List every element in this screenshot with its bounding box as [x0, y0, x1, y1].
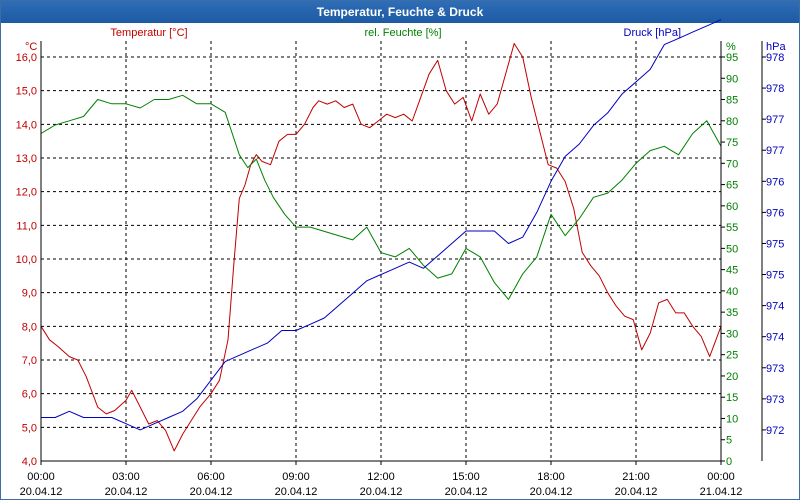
humidity-tick-label: 25 [726, 350, 738, 362]
temp-tick-label: 4,0 [22, 456, 37, 468]
grid-lines [41, 41, 721, 461]
axes [40, 41, 766, 465]
x-tick-date: 20.04.12 [360, 486, 403, 498]
x-tick-date: 20.04.12 [445, 486, 488, 498]
temp-tick-label: 8,0 [22, 321, 37, 333]
humidity-tick-label: 75 [726, 137, 738, 149]
humidity-tick-label: 55 [726, 222, 738, 234]
x-tick-time: 06:00 [197, 471, 225, 483]
pressure-tick-label: 978 [766, 83, 784, 95]
humidity-tick-label: 0 [726, 456, 732, 468]
series-line-pressure [41, 19, 722, 431]
chart-title: Temperatur, Feuchte & Druck [1, 1, 799, 23]
temp-tick-label: 14,0 [16, 119, 37, 131]
pressure-tick-label: 972 [766, 425, 784, 437]
series-line-temperature [40, 43, 722, 452]
x-tick-time: 18:00 [537, 471, 565, 483]
pressure-tick-label: 976 [766, 176, 784, 188]
humidity-tick-label: 20 [726, 371, 738, 383]
temp-tick-label: 6,0 [22, 389, 37, 401]
humidity-tick-label: 65 [726, 180, 738, 192]
pressure-unit: hPa [766, 41, 786, 53]
x-tick-time: 00:00 [27, 471, 55, 483]
humidity-tick-label: 90 [726, 73, 738, 85]
temp-tick-label: 16,0 [16, 52, 37, 64]
x-tick-date: 20.04.12 [20, 486, 63, 498]
x-tick-date: 20.04.12 [105, 486, 148, 498]
temperature-unit: °C [25, 41, 37, 53]
pressure-tick-label: 973 [766, 394, 784, 406]
series-line-humidity [40, 94, 722, 300]
temp-tick-label: 15,0 [16, 86, 37, 98]
humidity-tick-label: 40 [726, 286, 738, 298]
x-tick-time: 03:00 [112, 471, 140, 483]
temp-tick-label: 11,0 [16, 220, 37, 232]
pressure-axis-title: Druck [hPa] [624, 27, 681, 39]
temp-tick-label: 5,0 [22, 422, 37, 434]
pressure-tick-label: 977 [766, 145, 784, 157]
x-tick-date: 20.04.12 [530, 486, 573, 498]
humidity-tick-label: 5 [726, 435, 732, 447]
humidity-tick-label: 50 [726, 243, 738, 255]
humidity-tick-label: 85 [726, 95, 738, 107]
series-lines [40, 19, 722, 452]
humidity-tick-label: 35 [726, 307, 738, 319]
pressure-tick-label: 973 [766, 363, 784, 375]
pressure-tick-label: 976 [766, 207, 784, 219]
pressure-tick-label: 977 [766, 114, 784, 126]
pressure-tick-label: 974 [766, 332, 784, 344]
temp-tick-label: 9,0 [22, 288, 37, 300]
humidity-tick-label: 60 [726, 201, 738, 213]
temperature-axis-title: Temperatur [°C] [110, 27, 187, 39]
humidity-tick-label: 95 [726, 52, 738, 64]
x-tick-time: 15:00 [452, 471, 480, 483]
x-tick-time: 12:00 [367, 471, 395, 483]
x-tick-date: 20.04.12 [190, 486, 233, 498]
humidity-tick-label: 30 [726, 328, 738, 340]
pressure-tick-label: 975 [766, 238, 784, 250]
humidity-tick-label: 80 [726, 116, 738, 128]
x-tick-time: 21:00 [622, 471, 650, 483]
temp-tick-label: 12,0 [16, 187, 37, 199]
humidity-axis-title: rel. Feuchte [%] [364, 27, 441, 39]
humidity-tick-label: 45 [726, 265, 738, 277]
pressure-tick-label: 978 [766, 52, 784, 64]
x-tick-date: 21.04.12 [700, 486, 743, 498]
humidity-tick-label: 10 [726, 413, 738, 425]
humidity-unit: % [726, 41, 736, 53]
temp-tick-label: 7,0 [22, 355, 37, 367]
temp-tick-label: 10,0 [16, 254, 37, 266]
pressure-tick-label: 975 [766, 270, 784, 282]
x-tick-time: 09:00 [282, 471, 310, 483]
humidity-tick-label: 70 [726, 158, 738, 170]
x-tick-date: 20.04.12 [275, 486, 318, 498]
axis-labels: 4,0 5,0 6,0 7,0 8,0 9,0 10,0 11,0 12,0 13,0 14,0 15… [16, 27, 787, 498]
humidity-tick-label: 15 [726, 392, 738, 404]
pressure-tick-label: 974 [766, 301, 784, 313]
x-tick-date: 20.04.12 [615, 486, 658, 498]
temp-tick-label: 13,0 [16, 153, 37, 165]
x-tick-time: 00:00 [707, 471, 735, 483]
